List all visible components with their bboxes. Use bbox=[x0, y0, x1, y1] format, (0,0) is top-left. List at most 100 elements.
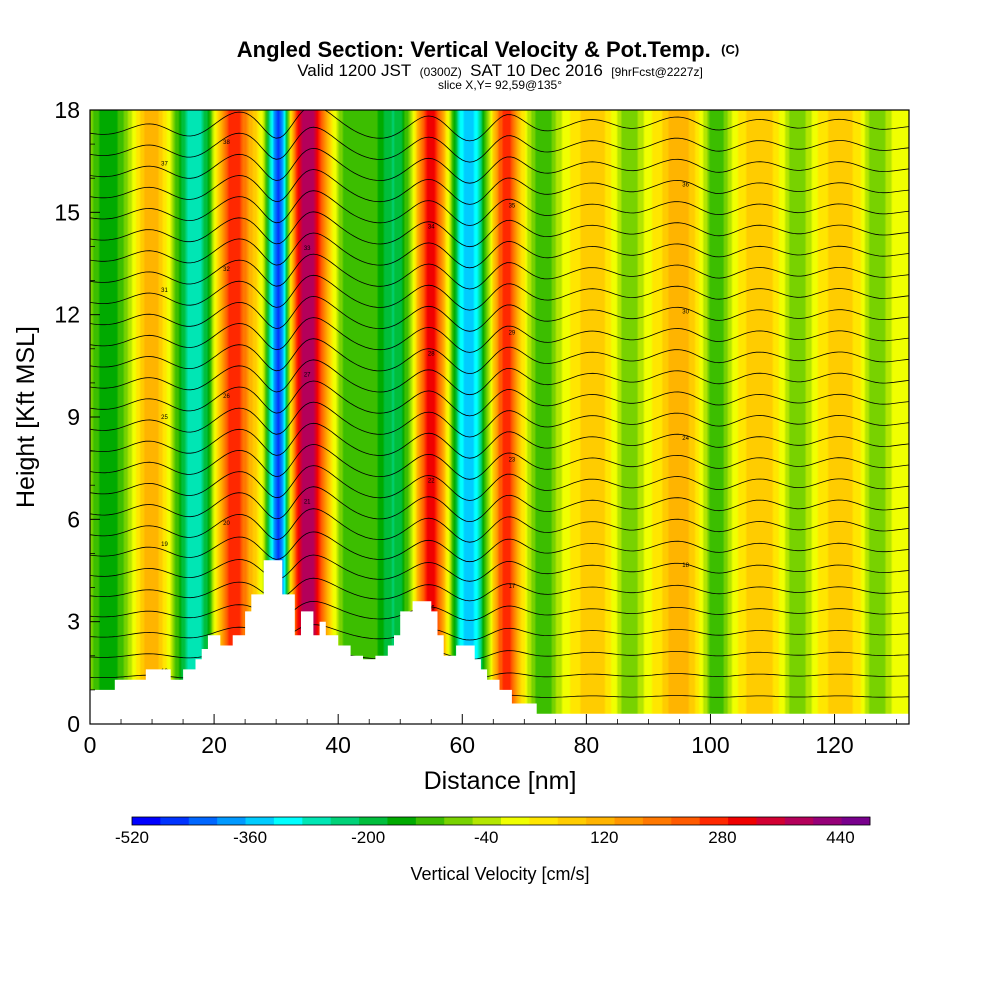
slice-info: slice X,Y= 92,59@135° bbox=[438, 78, 562, 92]
colorbar-swatch bbox=[841, 817, 871, 825]
colorbar-swatch bbox=[160, 817, 190, 825]
contour-label: 19 bbox=[161, 542, 168, 548]
y-tick-label: 9 bbox=[67, 404, 80, 430]
terrain bbox=[90, 560, 909, 724]
colorbar-swatch bbox=[302, 817, 332, 825]
colorbar-tick-label: -200 bbox=[351, 828, 385, 847]
colorbar-frame bbox=[131, 816, 871, 826]
colorbar-swatch bbox=[330, 817, 360, 825]
isentrope-contour bbox=[90, 359, 909, 396]
isentrope-contour bbox=[90, 577, 909, 602]
colorbar-swatch bbox=[614, 817, 644, 825]
vertical-velocity-field bbox=[90, 110, 909, 724]
colorbar bbox=[131, 816, 871, 826]
x-axis: 0 20 40 60 80 100 120 bbox=[84, 714, 897, 758]
x-tick-label: 40 bbox=[325, 732, 351, 758]
colorbar-tick-label: -520 bbox=[115, 828, 149, 847]
isentrope-contour bbox=[90, 147, 909, 184]
contour-label: 24 bbox=[682, 436, 689, 442]
contour-label: 23 bbox=[509, 457, 516, 463]
isentrope-contour bbox=[90, 465, 909, 501]
x-tick-label: 0 bbox=[84, 732, 97, 758]
contour-label: 29 bbox=[509, 330, 516, 336]
colorbar-tick-label: 440 bbox=[826, 828, 854, 847]
contour-label: 22 bbox=[428, 478, 435, 484]
contour-label: 17 bbox=[509, 584, 516, 590]
contour-label: 26 bbox=[223, 394, 230, 400]
contour-label: 30 bbox=[682, 309, 689, 315]
isentrope-contour bbox=[90, 190, 909, 226]
isentrope-contour bbox=[90, 422, 909, 459]
colorbar-swatch bbox=[728, 817, 757, 825]
isentrope-contour bbox=[90, 110, 909, 142]
y-tick-label: 15 bbox=[54, 199, 80, 225]
colorbar-swatch bbox=[529, 817, 559, 825]
colorbar-swatch bbox=[217, 817, 246, 825]
potential-temperature-contours bbox=[90, 110, 909, 700]
x-tick-label: 60 bbox=[449, 732, 475, 758]
contour-label: 16 bbox=[428, 605, 435, 611]
colorbar-swatch bbox=[387, 817, 417, 825]
y-tick-label: 6 bbox=[67, 506, 80, 532]
colorbar-swatch bbox=[415, 817, 445, 825]
contour-label: 33 bbox=[304, 246, 311, 252]
contour-label: 36 bbox=[682, 182, 689, 188]
contour-label: 28 bbox=[428, 352, 435, 358]
colorbar-ticks: -520 -360 -200 -40 120 280 440 bbox=[115, 828, 855, 847]
contour-label: 35 bbox=[509, 204, 516, 210]
contour-label: 37 bbox=[161, 161, 168, 167]
contour-label: 18 bbox=[682, 563, 689, 569]
colorbar-swatch bbox=[784, 817, 814, 825]
x-tick-label: 20 bbox=[201, 732, 227, 758]
isentrope-contour bbox=[90, 211, 909, 248]
isentrope-contour bbox=[90, 508, 909, 543]
colorbar-swatch bbox=[813, 817, 843, 825]
x-axis-label: Distance [nm] bbox=[424, 767, 577, 795]
isentrope-contour bbox=[90, 295, 909, 332]
isentrope-contour bbox=[90, 169, 909, 205]
colorbar-swatch bbox=[671, 817, 701, 825]
contour-label: 20 bbox=[223, 521, 230, 527]
isentrope-contour bbox=[90, 380, 909, 417]
colorbar-swatch bbox=[245, 817, 275, 825]
contour-label: 32 bbox=[223, 267, 230, 273]
x-tick-label: 80 bbox=[574, 732, 600, 758]
y-axis: 0 3 6 9 12 15 18 bbox=[54, 97, 100, 737]
plot-area: 1314151617181920212223242526272829303132… bbox=[90, 110, 909, 724]
isentrope-contour bbox=[90, 600, 909, 621]
y-tick-label: 18 bbox=[54, 97, 80, 123]
contour-label: 31 bbox=[161, 288, 168, 294]
colorbar-swatch bbox=[501, 817, 530, 825]
colorbar-swatch bbox=[642, 817, 672, 825]
y-tick-label: 0 bbox=[67, 711, 80, 737]
colorbar-swatch bbox=[273, 817, 303, 825]
chart-title: Angled Section: Vertical Velocity & Pot.… bbox=[237, 37, 739, 62]
colorbar-swatch bbox=[472, 817, 502, 825]
chart-subtitle: Valid 1200 JST (0300Z) SAT 10 Dec 2016 [… bbox=[297, 61, 703, 80]
colorbar-tick-label: 280 bbox=[708, 828, 736, 847]
contour-label: 21 bbox=[304, 500, 311, 506]
y-tick-label: 12 bbox=[54, 302, 80, 328]
y-axis-label: Height [Kft MSL] bbox=[12, 326, 40, 508]
colorbar-label: Vertical Velocity [cm/s] bbox=[410, 864, 589, 884]
isentrope-contour bbox=[90, 443, 909, 480]
colorbar-swatch bbox=[188, 817, 218, 825]
colorbar-swatch bbox=[444, 817, 474, 825]
contour-label: 27 bbox=[304, 373, 311, 379]
colorbar-tick-label: -360 bbox=[233, 828, 267, 847]
isentrope-contour bbox=[90, 486, 909, 523]
contour-label: 38 bbox=[223, 140, 230, 146]
colorbar-swatch bbox=[756, 817, 786, 825]
isentrope-contour bbox=[90, 401, 909, 438]
colorbar-swatch bbox=[557, 817, 587, 825]
colorbar-swatch bbox=[359, 817, 388, 825]
x-tick-label: 120 bbox=[815, 732, 853, 758]
colorbar-swatch bbox=[699, 817, 729, 825]
isentrope-contour bbox=[90, 624, 909, 641]
isentrope-contour bbox=[90, 274, 909, 311]
contour-label: 34 bbox=[428, 225, 435, 231]
contour-label: 25 bbox=[161, 415, 168, 421]
colorbar-swatch bbox=[586, 817, 615, 825]
isentrope-contour bbox=[90, 317, 909, 353]
